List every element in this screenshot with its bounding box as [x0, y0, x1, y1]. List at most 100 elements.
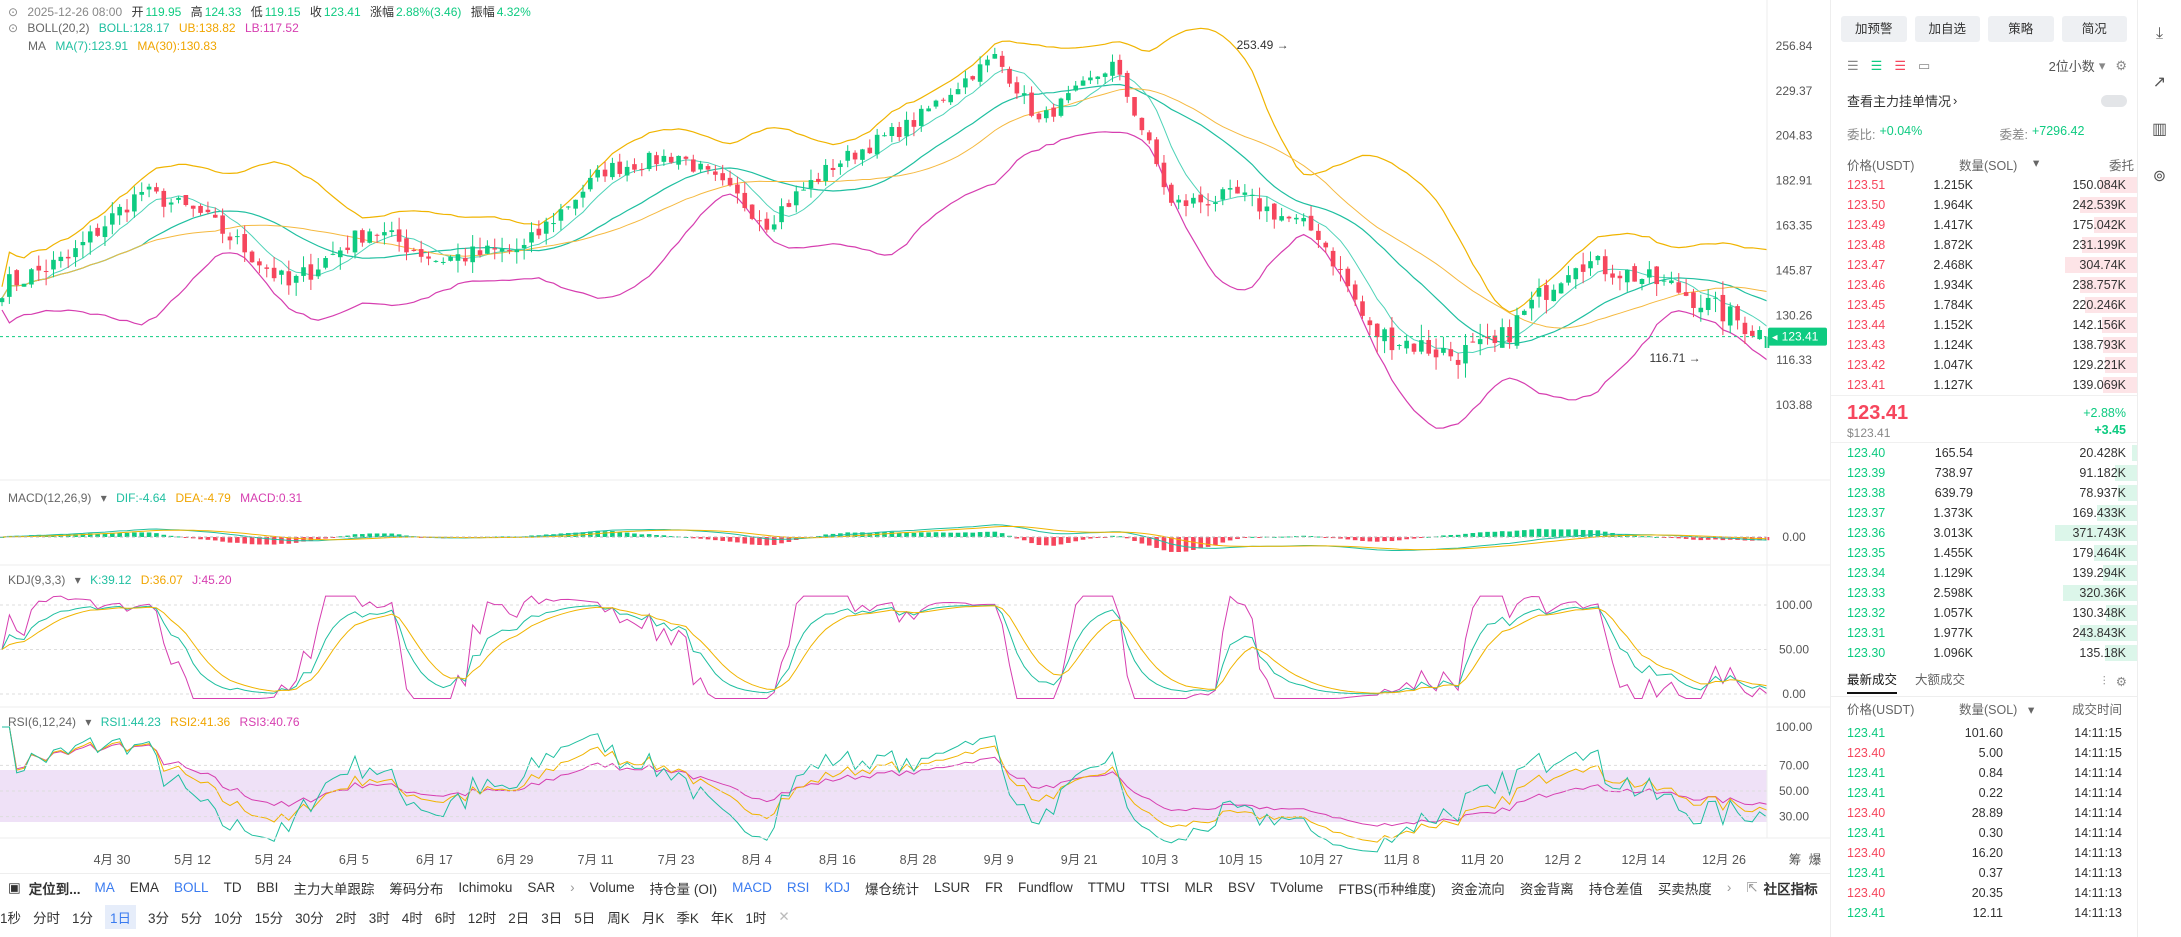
indicator-main-item[interactable]: EMA — [129, 880, 160, 895]
orderbook-row[interactable]: 123.43 1.124K 138.793K — [1831, 335, 2137, 355]
corner-label[interactable]: 筹 — [1789, 852, 1802, 867]
indicator-sub-item[interactable]: TTSI — [1140, 880, 1170, 895]
filter-icon[interactable]: ⫶ — [2102, 674, 2106, 688]
indicator-sub-item[interactable]: 持仓差值 — [1588, 881, 1643, 897]
orderbook-row[interactable]: 123.49 1.417K 175.042K — [1831, 215, 2137, 235]
interval-item[interactable]: 12时 — [467, 911, 497, 926]
community-indicators[interactable]: 社区指标 — [1763, 881, 1818, 897]
indicator-sub-item[interactable]: RSI — [786, 880, 810, 895]
indicator-sub-item[interactable]: Volume — [589, 880, 635, 895]
orderbook-row[interactable]: 123.39 738.97 91.182K — [1831, 463, 2137, 483]
orderbook-row[interactable]: 123.40 165.54 20.428K — [1831, 443, 2137, 463]
indicator-sub-item[interactable]: Fundflow — [1017, 880, 1073, 895]
ma-name[interactable]: MA — [28, 39, 46, 53]
indicator-sub-item[interactable]: BSV — [1228, 880, 1256, 895]
chevron-right-icon[interactable]: › — [1953, 93, 1958, 108]
chevron-down-icon[interactable]: ▾ — [100, 491, 107, 505]
indicator-sub-item[interactable]: FR — [984, 880, 1003, 895]
kline-chart[interactable]: 123.41 ◂ 253.49 → 116.71 → 256.84 229.37 204.8… — [0, 0, 1830, 880]
orderbook-row[interactable]: 123.51 1.215K 150.084K — [1831, 175, 2137, 195]
orderbook-row[interactable]: 123.38 639.79 78.937K — [1831, 483, 2137, 503]
indicator-sub-item[interactable]: LSUR — [933, 880, 970, 895]
download-icon[interactable]: ⤓ — [2155, 25, 2164, 42]
add-alert-button[interactable]: 加预警 — [1841, 16, 1907, 42]
indicator-sub-item[interactable]: KDJ — [824, 880, 850, 895]
precision-select[interactable]: 2位小数 — [2048, 59, 2095, 74]
interval-item[interactable]: 5分 — [181, 911, 203, 926]
indicator-sub-item[interactable]: TTMU — [1087, 880, 1126, 895]
tab-latest-trades[interactable]: 最新成交 — [1847, 669, 1898, 694]
corner-label[interactable]: 爆 — [1809, 853, 1822, 867]
col-qty[interactable]: 数量(SOL) — [1959, 159, 2018, 173]
interval-item[interactable]: 1分 — [72, 911, 94, 926]
interval-item[interactable]: 4时 — [401, 911, 423, 926]
interval-item[interactable]: 15分 — [254, 911, 284, 926]
orderbook-row[interactable]: 123.32 1.057K 130.348K — [1831, 603, 2137, 623]
orderbook-row[interactable]: 123.48 1.872K 231.199K — [1831, 235, 2137, 255]
depth-icon[interactable]: ▭ — [1917, 57, 1931, 73]
calendar-icon[interactable]: ▣ — [8, 879, 21, 895]
share-icon[interactable]: ⊚ — [2152, 168, 2167, 185]
interval-item[interactable]: 2日 — [508, 911, 530, 926]
indicator-sub-item[interactable]: 爆仓统计 — [864, 881, 919, 897]
chevron-right-icon[interactable]: › — [570, 880, 575, 895]
overview-button[interactable]: 简况 — [2061, 16, 2127, 42]
rsi-name[interactable]: RSI(6,12,24) — [8, 715, 77, 729]
orderbook-row[interactable]: 123.50 1.964K 242.539K — [1831, 195, 2137, 215]
orderbook-row[interactable]: 123.35 1.455K 179.464K — [1831, 543, 2137, 563]
interval-item[interactable]: 6时 — [434, 911, 456, 926]
orderbook-row[interactable]: 123.34 1.129K 139.294K — [1831, 563, 2137, 583]
indicator-main-item[interactable]: TD — [223, 880, 242, 895]
interval-item[interactable]: 3分 — [148, 911, 170, 926]
main-orders-toggle[interactable] — [2101, 94, 2127, 107]
indicator-main-item[interactable]: BOLL — [174, 880, 209, 895]
indicator-sub-item[interactable]: TVolume — [1270, 880, 1324, 895]
interval-item[interactable]: 3日 — [541, 911, 563, 926]
add-watchlist-button[interactable]: 加自选 — [1914, 16, 1980, 42]
layout-both-icon[interactable]: ☰ — [1847, 57, 1859, 73]
interval-item[interactable]: 30分 — [295, 911, 324, 926]
locate-button[interactable]: 定位到... — [28, 881, 81, 897]
gear-icon[interactable]: ⚙ — [2115, 675, 2127, 689]
layout-bids-icon[interactable]: ☰ — [1870, 57, 1883, 73]
indicator-sub-item[interactable]: MLR — [1184, 880, 1214, 895]
indicator-main-item[interactable]: Ichimoku — [458, 880, 513, 895]
orderbook-row[interactable]: 123.45 1.784K 220.246K — [1831, 295, 2137, 315]
interval-item[interactable]: 年K — [710, 911, 734, 926]
orderbook-row[interactable]: 123.42 1.047K 129.221K — [1831, 355, 2137, 375]
chevron-down-icon[interactable]: ▾ — [74, 573, 81, 587]
interval-item[interactable]: 5日 — [574, 911, 596, 926]
orderbook-row[interactable]: 123.36 3.013K 371.743K — [1831, 523, 2137, 543]
bar-chart-icon[interactable]: ▥ — [2151, 121, 2168, 138]
chevron-right-icon[interactable]: › — [1726, 880, 1732, 895]
orderbook-row[interactable]: 123.37 1.373K 169.433K — [1831, 503, 2137, 523]
chevron-down-icon[interactable]: ▾ — [2098, 57, 2106, 73]
kdj-name[interactable]: KDJ(9,3,3) — [8, 573, 66, 587]
orderbook-row[interactable]: 123.30 1.096K 135.18K — [1831, 643, 2137, 663]
strategy-button[interactable]: 策略 — [1988, 16, 2054, 42]
interval-item[interactable]: 周K — [607, 911, 630, 926]
boll-name[interactable]: BOLL(20,2) — [27, 21, 90, 35]
indicator-main-item[interactable]: BBI — [256, 880, 279, 895]
indicator-sub-item[interactable]: 买卖热度 — [1657, 881, 1712, 897]
collapse-icon[interactable]: ⊙ — [8, 5, 19, 19]
interval-item[interactable]: 10分 — [214, 911, 243, 926]
indicator-sub-item[interactable]: 资金背离 — [1519, 881, 1574, 897]
interval-item[interactable]: 1秒 — [0, 911, 22, 926]
main-orders-link[interactable]: 查看主力挂单情况 — [1847, 94, 1952, 109]
orderbook-row[interactable]: 123.46 1.934K 238.757K — [1831, 275, 2137, 295]
indicator-main-item[interactable]: MA — [94, 880, 115, 895]
gear-icon[interactable]: ⚙ — [2115, 57, 2127, 73]
indicator-sub-item[interactable]: 资金流向 — [1450, 881, 1505, 897]
interval-item[interactable]: 月K — [641, 911, 665, 926]
indicator-sub-item[interactable]: MACD — [732, 880, 772, 895]
orderbook-row[interactable]: 123.31 1.977K 243.843K — [1831, 623, 2137, 643]
indicator-main-item[interactable]: 主力大单跟踪 — [293, 881, 375, 897]
chevron-down-icon[interactable]: ▾ — [85, 715, 92, 729]
orderbook-row[interactable]: 123.44 1.152K 142.156K — [1831, 315, 2137, 335]
macd-name[interactable]: MACD(12,26,9) — [8, 491, 92, 505]
indicator-main-item[interactable]: SAR — [527, 880, 556, 895]
interval-item[interactable]: 1时 — [745, 911, 767, 926]
indicator-sub-item[interactable]: FTBS(币种维度) — [1338, 881, 1436, 897]
interval-item[interactable]: 分时 — [33, 911, 61, 926]
